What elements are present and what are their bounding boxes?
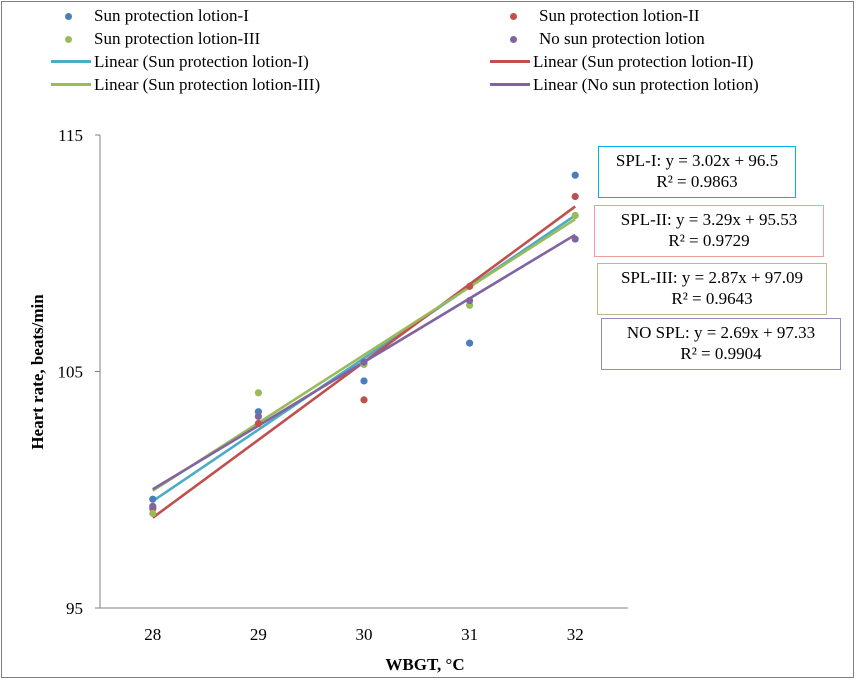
data-point-series-2 — [571, 192, 579, 201]
data-point-series-4 — [571, 235, 579, 243]
data-point-series-3 — [571, 211, 579, 220]
equation-box-no-spl: NO SPL: y = 2.69x + 97.33 R² = 0.9904 — [601, 318, 841, 370]
legend-marker — [65, 35, 72, 43]
legend-label: Linear (Sun protection lotion-I) — [94, 52, 309, 71]
equation-box-spl-i: SPL-I: y = 3.02x + 96.5 R² = 0.9863 — [598, 146, 796, 198]
legend-label: Linear (No sun protection lotion) — [533, 75, 759, 94]
equation-box-spl-ii: SPL-II: y = 3.29x + 95.53 R² = 0.9729 — [594, 205, 824, 257]
x-tick-label: 32 — [567, 625, 584, 644]
legend-label: Linear (Sun protection lotion-II) — [533, 52, 754, 71]
legend-marker — [65, 12, 72, 20]
legend-line — [490, 82, 530, 86]
legend-line — [51, 82, 91, 86]
y-tick-label: 105 — [58, 363, 84, 382]
legend-item-linear-spl-iii: Linear (Sun protection lotion-III) — [51, 75, 320, 95]
legend-item-spl-i: Sun protection lotion-I — [65, 6, 249, 26]
x-tick-label: 31 — [461, 625, 478, 644]
legend-item-linear-spl-i: Linear (Sun protection lotion-I) — [51, 52, 309, 72]
tick-labels: 28 29 30 31 32 95 105 115 — [58, 126, 584, 644]
data-point-series-1 — [466, 339, 474, 347]
data-point-series-2 — [466, 282, 474, 290]
legend-line — [51, 59, 91, 63]
x-tick-label: 29 — [250, 625, 267, 644]
y-tick-label: 115 — [58, 126, 83, 145]
legend-item-no-spl: No sun protection lotion — [510, 29, 705, 49]
y-axis-title: Heart rate, beats/min — [28, 294, 47, 450]
equation-text: SPL-II: y = 3.29x + 95.53 — [620, 210, 798, 229]
data-point-series-4 — [360, 358, 368, 366]
data-point-series-4 — [466, 296, 474, 305]
data-points — [149, 171, 579, 517]
equation-text: NO SPL: y = 2.69x + 97.33 — [626, 323, 816, 342]
legend-label: Linear (Sun protection lotion-III) — [94, 75, 321, 94]
data-point-series-1 — [360, 377, 368, 385]
data-point-series-1 — [571, 171, 579, 179]
data-point-series-3 — [149, 509, 157, 517]
legend-item-spl-ii: Sun protection lotion-II — [510, 6, 700, 26]
legend-item-linear-no-spl: Linear (No sun protection lotion) — [490, 75, 759, 95]
equation-text: SPL-I: y = 3.02x + 96.5 — [615, 151, 779, 170]
equation-box-spl-iii: SPL-III: y = 2.87x + 97.09 R² = 0.9643 — [597, 263, 827, 315]
trendline-1 — [152, 214, 576, 503]
r-squared-text: R² = 0.9729 — [668, 231, 750, 250]
axes — [99, 135, 628, 609]
legend-line — [490, 59, 530, 63]
legend-label: Sun protection lotion-III — [94, 29, 261, 48]
x-tick-label: 28 — [144, 625, 161, 644]
legend-marker — [510, 12, 517, 20]
data-point-series-4 — [149, 502, 157, 510]
data-point-series-2 — [360, 396, 368, 404]
x-tick-label: 30 — [356, 625, 373, 644]
data-point-series-4 — [254, 412, 262, 421]
r-squared-text: R² = 0.9863 — [656, 172, 738, 191]
data-point-series-2 — [254, 419, 262, 428]
data-point-series-3 — [254, 389, 262, 397]
legend-label: Sun protection lotion-I — [94, 6, 249, 25]
legend-item-spl-iii: Sun protection lotion-III — [65, 29, 260, 49]
r-squared-text: R² = 0.9643 — [671, 289, 753, 308]
x-axis-title: WBGT, °C — [385, 655, 465, 674]
legend-marker — [510, 35, 517, 43]
r-squared-text: R² = 0.9904 — [680, 344, 762, 363]
y-tick-label: 95 — [66, 599, 83, 618]
equation-text: SPL-III: y = 2.87x + 97.09 — [620, 268, 804, 287]
legend-item-linear-spl-ii: Linear (Sun protection lotion-II) — [490, 52, 753, 72]
data-point-series-1 — [149, 495, 157, 503]
legend-label: No sun protection lotion — [539, 29, 705, 48]
legend-label: Sun protection lotion-II — [539, 6, 700, 25]
